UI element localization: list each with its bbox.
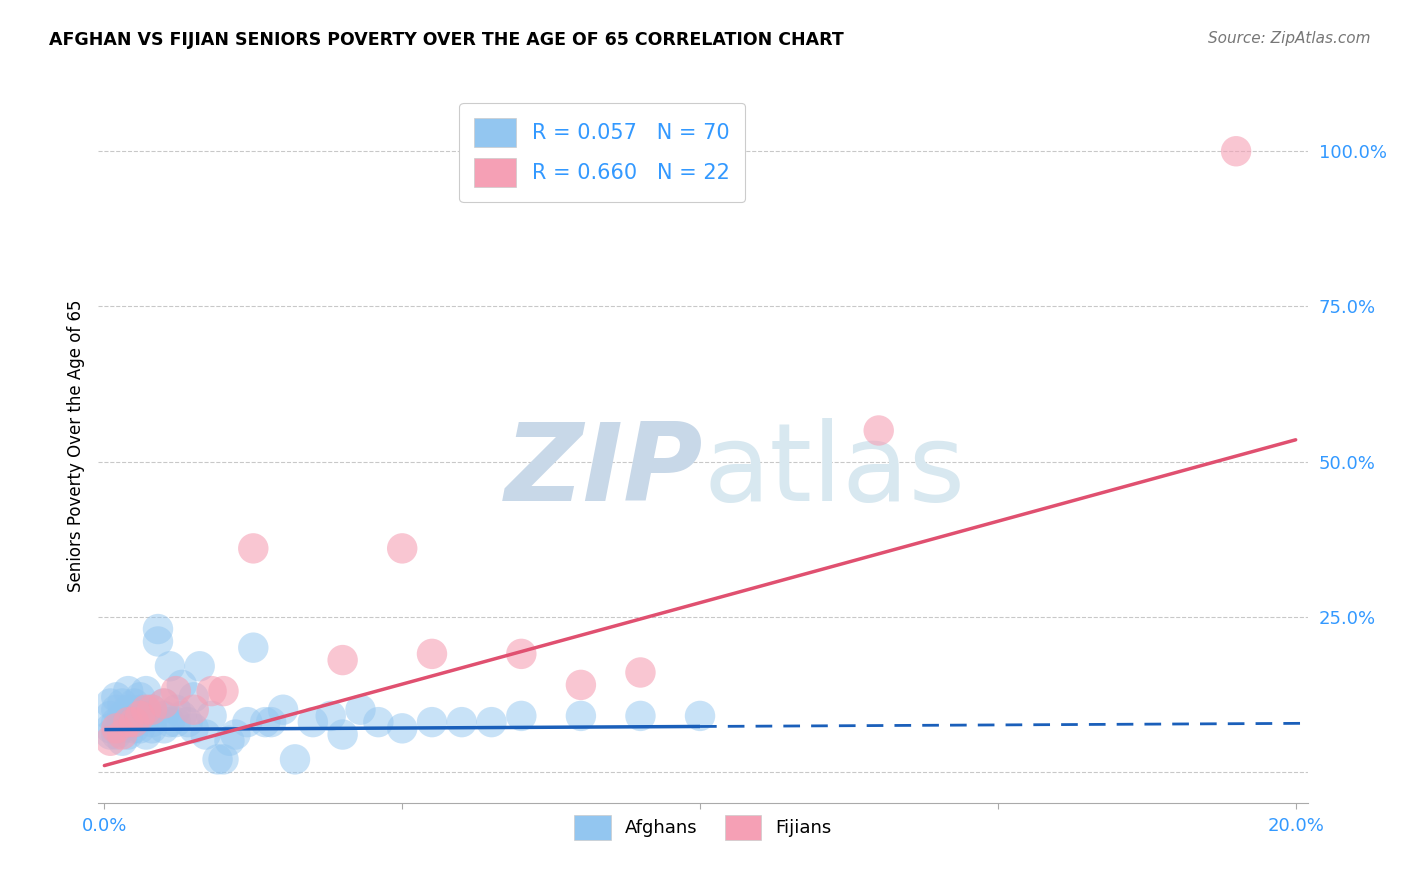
Point	[177, 715, 200, 730]
Point	[302, 715, 325, 730]
Point	[319, 709, 342, 723]
Point	[391, 722, 413, 736]
Text: atlas: atlas	[703, 418, 965, 524]
Point	[200, 684, 222, 698]
Point	[236, 715, 259, 730]
Text: ZIP: ZIP	[505, 418, 703, 524]
Text: AFGHAN VS FIJIAN SENIORS POVERTY OVER THE AGE OF 65 CORRELATION CHART: AFGHAN VS FIJIAN SENIORS POVERTY OVER TH…	[49, 31, 844, 49]
Point	[153, 709, 176, 723]
Point	[117, 703, 139, 717]
Point	[481, 715, 503, 730]
Point	[165, 715, 187, 730]
Point	[165, 703, 187, 717]
Point	[510, 647, 533, 661]
Point	[105, 703, 128, 717]
Point	[569, 709, 592, 723]
Point	[159, 715, 181, 730]
Point	[183, 722, 205, 736]
Point	[332, 653, 354, 667]
Point	[98, 733, 121, 747]
Point	[111, 722, 134, 736]
Point	[111, 697, 134, 711]
Point	[630, 709, 652, 723]
Point	[188, 659, 211, 673]
Point	[391, 541, 413, 556]
Point	[111, 727, 134, 741]
Point	[98, 709, 121, 723]
Point	[122, 697, 145, 711]
Point	[689, 709, 711, 723]
Point	[146, 634, 169, 648]
Point	[122, 722, 145, 736]
Point	[105, 727, 128, 741]
Point	[98, 722, 121, 736]
Point	[194, 727, 217, 741]
Point	[159, 659, 181, 673]
Point	[122, 715, 145, 730]
Point	[129, 690, 152, 705]
Point	[122, 715, 145, 730]
Point	[135, 727, 157, 741]
Point	[117, 715, 139, 730]
Point	[111, 733, 134, 747]
Point	[105, 690, 128, 705]
Point	[450, 715, 472, 730]
Point	[218, 733, 240, 747]
Point	[367, 715, 389, 730]
Point	[868, 424, 890, 438]
Point	[135, 703, 157, 717]
Point	[117, 727, 139, 741]
Point	[224, 727, 246, 741]
Point	[170, 678, 193, 692]
Point	[153, 697, 176, 711]
Point	[105, 715, 128, 730]
Point	[630, 665, 652, 680]
Point	[117, 715, 139, 730]
Point	[207, 752, 229, 766]
Point	[129, 703, 152, 717]
Point	[260, 715, 283, 730]
Text: Source: ZipAtlas.com: Source: ZipAtlas.com	[1208, 31, 1371, 46]
Point	[111, 715, 134, 730]
Point	[98, 727, 121, 741]
Point	[141, 703, 163, 717]
Point	[183, 703, 205, 717]
Point	[349, 703, 371, 717]
Point	[183, 690, 205, 705]
Point	[117, 684, 139, 698]
Point	[284, 752, 307, 766]
Point	[111, 709, 134, 723]
Y-axis label: Seniors Poverty Over the Age of 65: Seniors Poverty Over the Age of 65	[66, 300, 84, 592]
Point	[165, 684, 187, 698]
Point	[98, 697, 121, 711]
Point	[254, 715, 277, 730]
Point	[242, 640, 264, 655]
Point	[153, 697, 176, 711]
Point	[129, 722, 152, 736]
Legend: Afghans, Fijians: Afghans, Fijians	[567, 807, 839, 847]
Point	[1225, 145, 1247, 159]
Point	[122, 709, 145, 723]
Point	[141, 722, 163, 736]
Point	[129, 709, 152, 723]
Point	[170, 709, 193, 723]
Point	[420, 647, 443, 661]
Point	[242, 541, 264, 556]
Point	[153, 722, 176, 736]
Point	[200, 709, 222, 723]
Point	[141, 703, 163, 717]
Point	[141, 715, 163, 730]
Point	[105, 722, 128, 736]
Point	[332, 727, 354, 741]
Point	[271, 703, 294, 717]
Point	[569, 678, 592, 692]
Point	[135, 684, 157, 698]
Point	[212, 684, 235, 698]
Point	[510, 709, 533, 723]
Point	[146, 622, 169, 636]
Point	[135, 709, 157, 723]
Point	[212, 752, 235, 766]
Point	[420, 715, 443, 730]
